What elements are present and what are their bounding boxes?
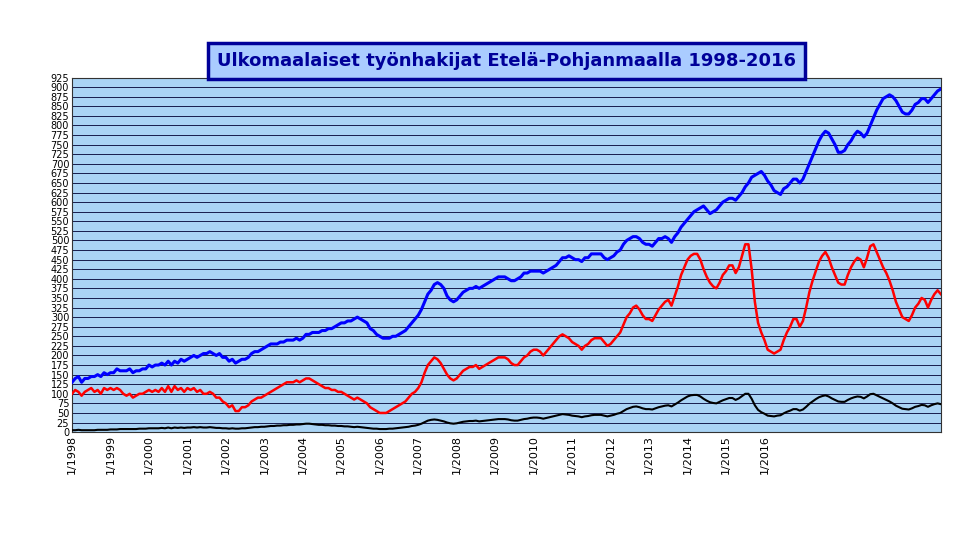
Title: Ulkomaalaiset työnhakijat Etelä-Pohjanmaalla 1998-2016: Ulkomaalaiset työnhakijat Etelä-Pohjanma… xyxy=(217,53,796,70)
